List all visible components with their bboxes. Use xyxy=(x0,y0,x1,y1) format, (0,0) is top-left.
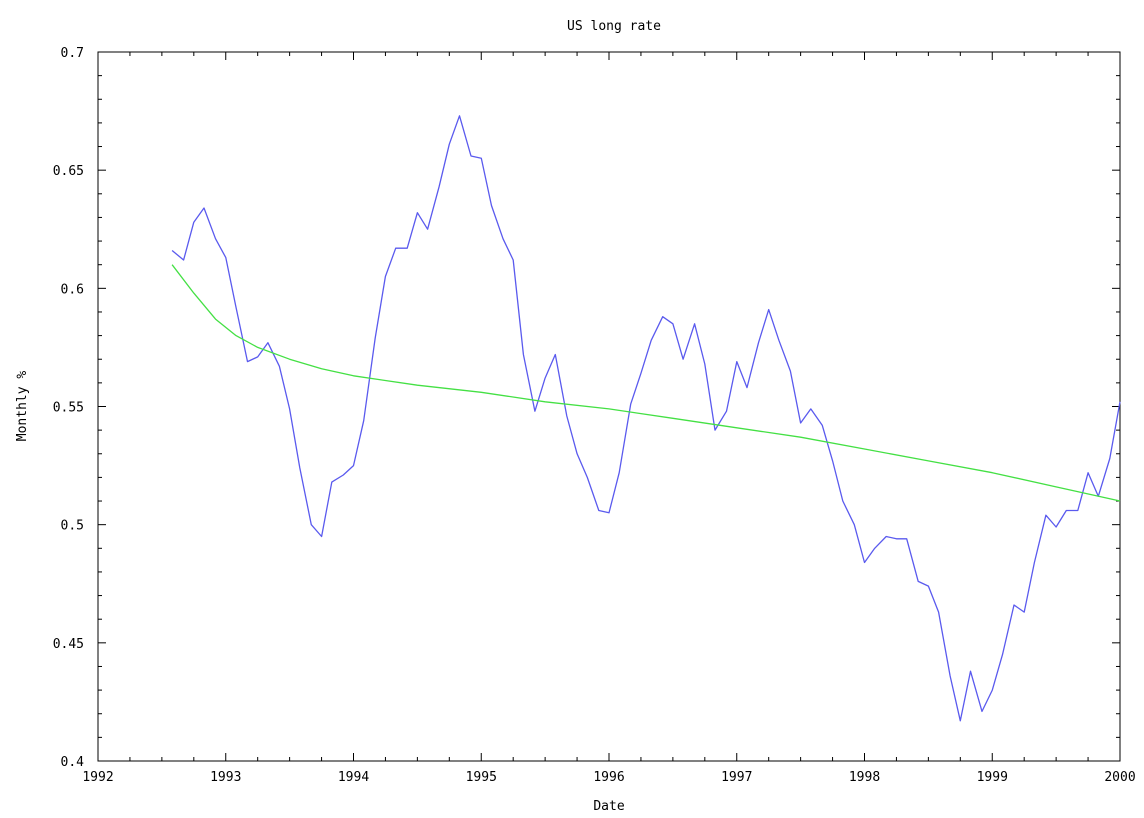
x-axis-label: Date xyxy=(593,799,624,814)
x-tick-label: 1993 xyxy=(210,770,241,785)
y-tick-label: 0.65 xyxy=(53,164,84,179)
x-tick-label: 1997 xyxy=(721,770,752,785)
x-tick-label: 2000 xyxy=(1104,770,1135,785)
x-tick-label: 1996 xyxy=(593,770,624,785)
y-tick-label: 0.45 xyxy=(53,637,84,652)
series-line-rate xyxy=(171,115,1121,722)
series-lines xyxy=(171,115,1121,722)
chart-title: US long rate xyxy=(567,19,661,34)
y-tick-label: 0.5 xyxy=(61,519,84,534)
plot-area-frame xyxy=(97,51,1121,762)
y-tick-label: 0.55 xyxy=(53,401,84,416)
axis-ticks: 1992 1993 1994 1995 1996 1997 1998 1999 2000 0.4 0… xyxy=(53,46,1136,785)
x-tick-label: 1994 xyxy=(338,770,369,785)
y-tick-label: 0.6 xyxy=(61,282,84,297)
x-tick-label: 1992 xyxy=(82,770,113,785)
y-axis-label: Monthly % xyxy=(15,371,30,442)
x-tick-label: 1995 xyxy=(466,770,497,785)
y-tick-label: 0.7 xyxy=(61,46,84,61)
x-tick-label: 1999 xyxy=(977,770,1008,785)
y-tick-label: 0.4 xyxy=(61,755,85,770)
series-line-trend xyxy=(171,264,1121,502)
x-tick-label: 1998 xyxy=(849,770,880,785)
